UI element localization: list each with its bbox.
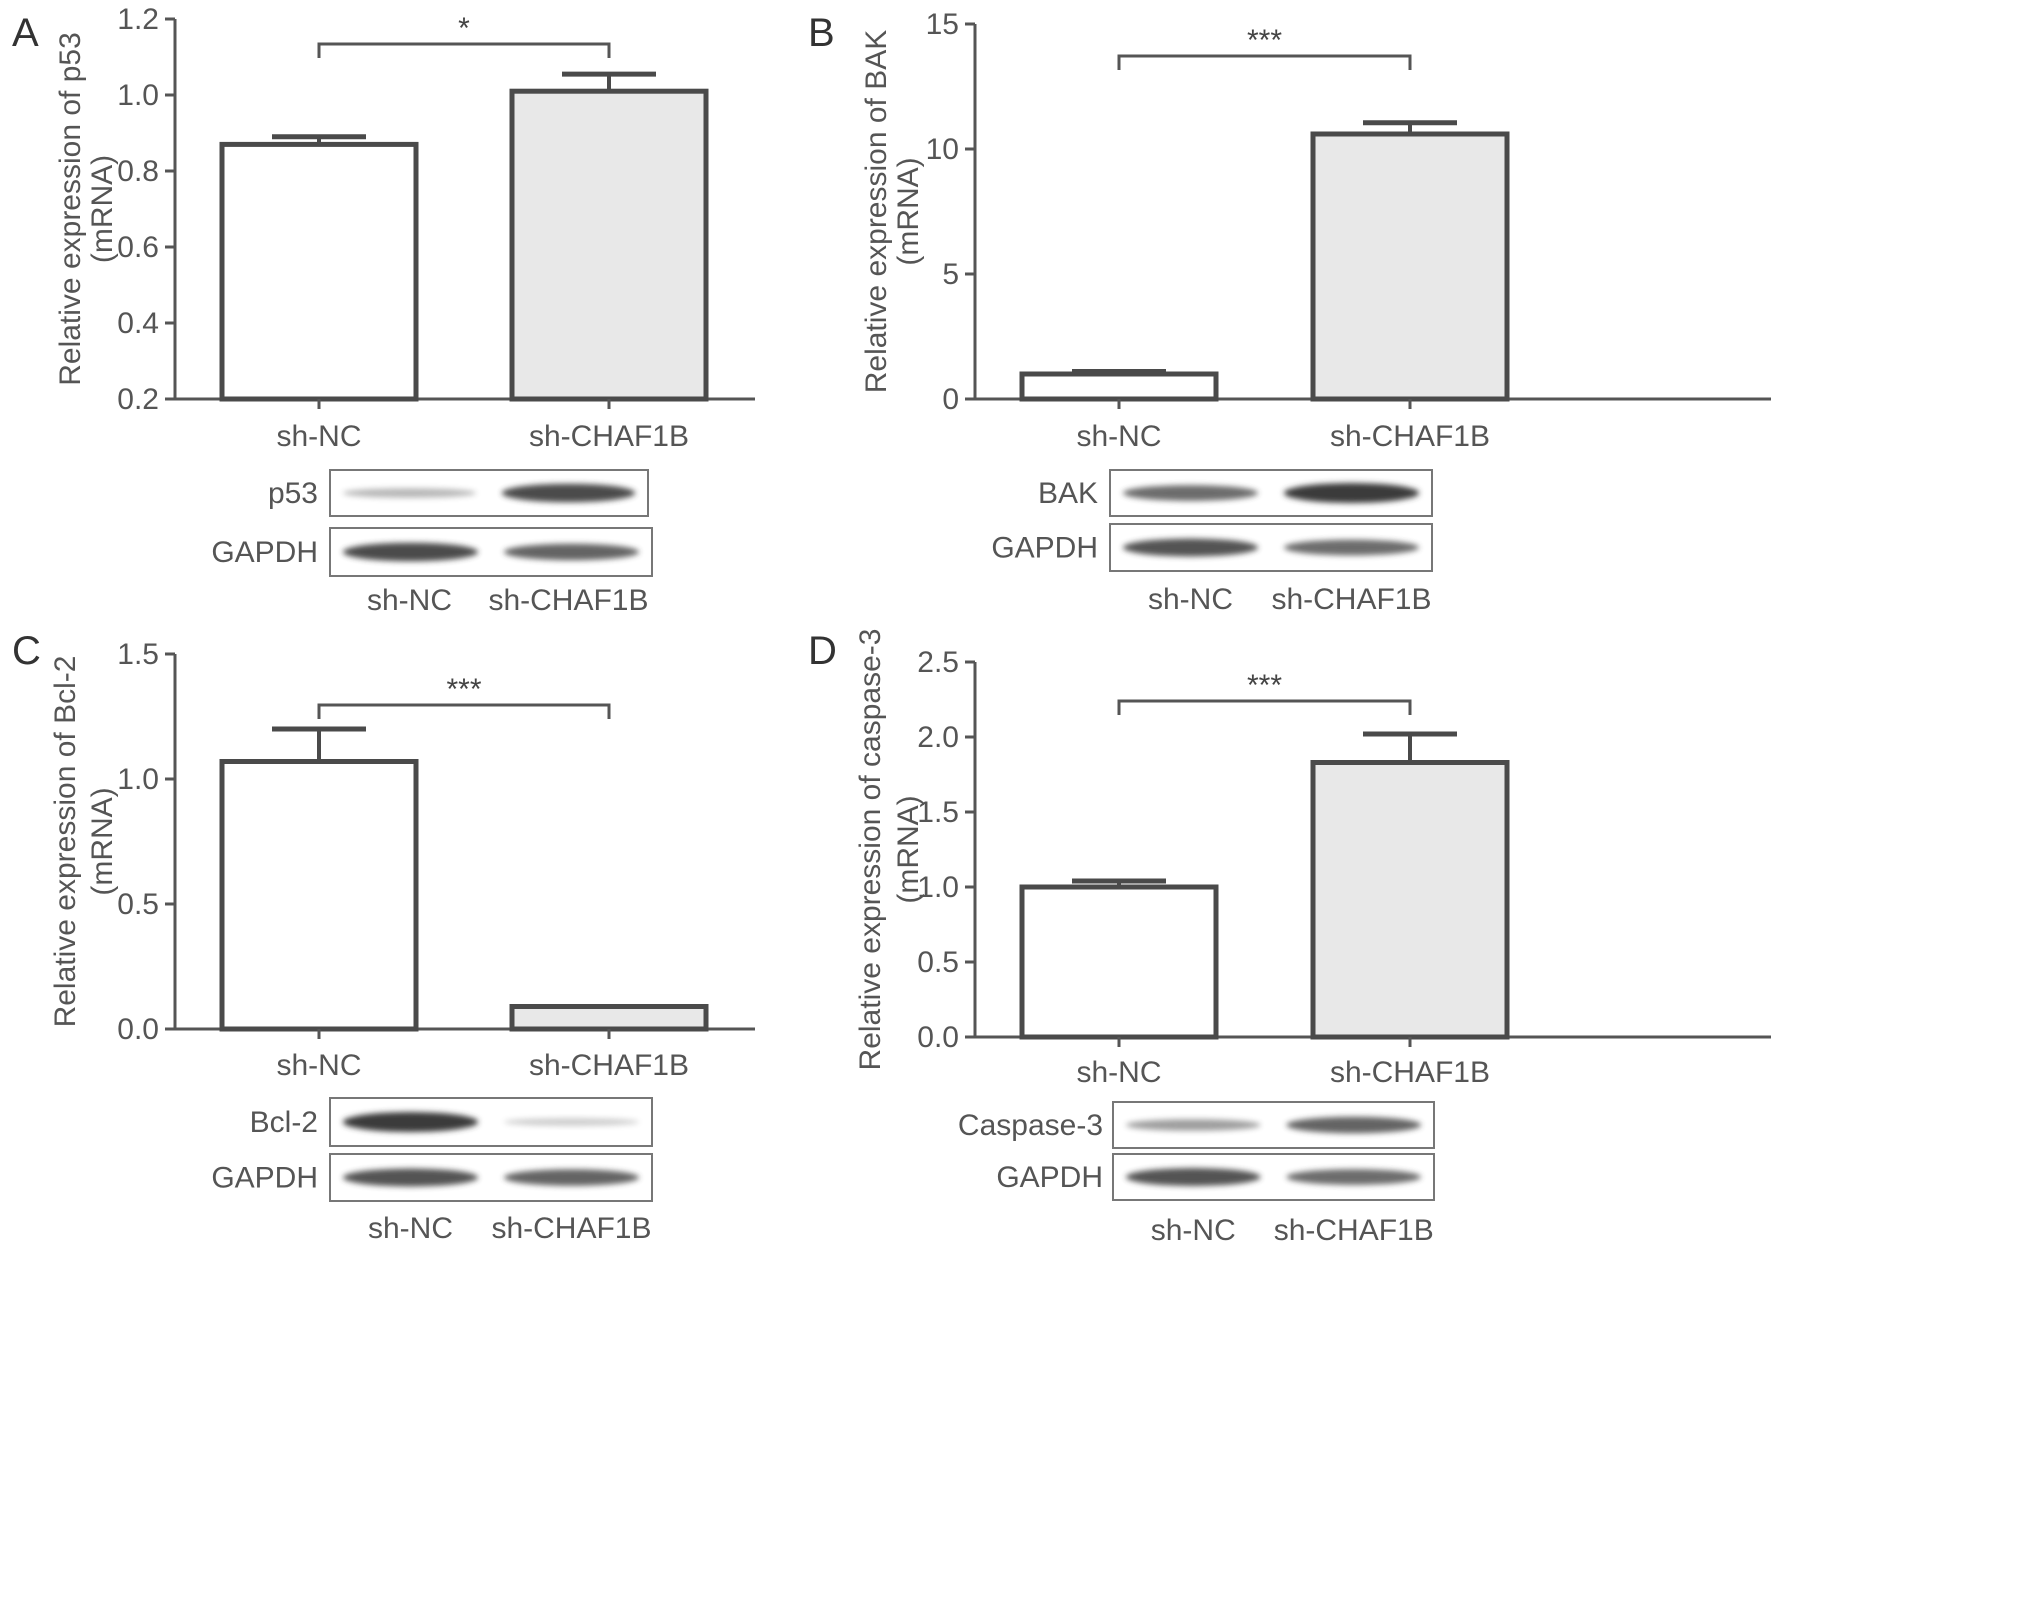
significance-bracket <box>317 703 611 719</box>
blot-band <box>1286 1169 1422 1185</box>
y-tick-label: 0 <box>942 383 959 416</box>
bar-sh-chaf1b <box>1310 760 1510 1040</box>
y-tick-label: 5 <box>942 258 959 291</box>
panel-a: A 0.2 0.4 0.6 0.8 1.0 1.2 Relative expression o… <box>0 0 1016 808</box>
blot-band <box>1125 1119 1261 1131</box>
blot-band <box>503 1169 640 1186</box>
y-tick-label: 10 <box>926 133 959 166</box>
blot-band <box>342 488 477 498</box>
blot-band <box>1283 539 1420 556</box>
blot-band <box>342 1112 479 1132</box>
y-tick-label: 0.2 <box>117 383 159 416</box>
significance-label: *** <box>446 673 481 706</box>
y-tick-label: 2.5 <box>917 646 959 679</box>
y-tick-label: 0.0 <box>917 1021 959 1054</box>
panel-c: C 0.0 0.5 1.0 1.5 Relative expression of Bcl-… <box>0 629 1016 1616</box>
bar-sh-chaf1b <box>1310 131 1510 402</box>
y-tick-label: 1.0 <box>917 871 959 904</box>
blot-band <box>1122 485 1259 501</box>
y-tick-label: 0.8 <box>117 155 159 188</box>
blot-row-label: GAPDH <box>211 1162 318 1195</box>
blot-row-label: GAPDH <box>991 532 1098 565</box>
significance-label: *** <box>1247 669 1282 702</box>
significance-bracket <box>317 42 611 58</box>
panel-letter: C <box>12 629 41 673</box>
y-tick-label: 0.4 <box>117 307 159 340</box>
y-axis-title: Relative expression of BAK <box>860 30 893 394</box>
bar-sh-nc <box>219 759 419 1032</box>
blot-lane-label: sh-CHAF1B <box>491 1212 651 1245</box>
blot-band <box>1125 1168 1261 1186</box>
y-tick-label: 0.0 <box>117 1013 159 1046</box>
panel-letter: A <box>12 11 39 55</box>
blot-row-label: GAPDH <box>211 536 318 569</box>
x-tick-label: sh-NC <box>1076 1056 1161 1089</box>
blot-lane-label: sh-NC <box>367 584 452 617</box>
x-tick-label: sh-CHAF1B <box>529 1049 689 1082</box>
y-tick-label: 15 <box>926 8 959 41</box>
significance-bracket <box>1117 54 1412 70</box>
x-tick-label: sh-CHAF1B <box>1330 420 1490 453</box>
blot-lane-label: sh-CHAF1B <box>488 584 648 617</box>
y-tick-label: 1.5 <box>117 638 159 671</box>
y-tick-label: 1.0 <box>117 763 159 796</box>
significance-bracket <box>1117 699 1412 715</box>
x-tick-label: sh-NC <box>276 1049 361 1082</box>
blot-row-label: Caspase-3 <box>958 1109 1103 1142</box>
y-axis-title: Relative expression of caspase-3 <box>854 629 887 1071</box>
chart-svg: A 0.2 0.4 0.6 0.8 1.0 1.2 Relative expression o… <box>12 3 755 617</box>
x-tick-label: sh-CHAF1B <box>1330 1056 1490 1089</box>
y-axis-unit: (mRNA) <box>86 787 119 895</box>
blot-row-label: Bcl-2 <box>250 1106 318 1139</box>
panel-letter: D <box>808 629 837 673</box>
panel-letter: B <box>808 11 835 55</box>
blot-band <box>1283 483 1420 503</box>
blot-lane-label: sh-CHAF1B <box>1271 583 1431 616</box>
bar-sh-chaf1b <box>509 1004 709 1032</box>
blot-row-label: p53 <box>268 477 318 510</box>
x-tick-label: sh-CHAF1B <box>529 420 689 453</box>
y-axis-unit: (mRNA) <box>86 155 119 263</box>
blot-lane-label: sh-NC <box>1151 1214 1236 1247</box>
blot-band <box>1122 538 1259 557</box>
significance-label: *** <box>1247 24 1282 57</box>
x-tick-label: sh-NC <box>276 420 361 453</box>
chart-svg: D 0.0 0.5 1.0 1.5 2.0 2.5 Relative expression o… <box>808 629 1771 1247</box>
chart-svg: C 0.0 0.5 1.0 1.5 Relative expression of Bcl-… <box>12 629 755 1245</box>
y-tick-label: 0.6 <box>117 231 159 264</box>
blot-band <box>342 542 479 562</box>
y-axis-title: Relative expression of Bcl-2 <box>49 656 82 1028</box>
significance-label: * <box>458 12 470 45</box>
blot-lane-label: sh-NC <box>1148 583 1233 616</box>
bar-sh-nc <box>1019 371 1219 402</box>
blot-band <box>503 1118 640 1126</box>
y-tick-label: 1.2 <box>117 3 159 36</box>
x-tick-label: sh-NC <box>1076 420 1161 453</box>
y-tick-label: 0.5 <box>117 888 159 921</box>
panel-b: B 0 5 10 15 Relative expression of BAK (mRNA) s… <box>808 0 2032 808</box>
blot-band <box>1286 1116 1422 1134</box>
bar-sh-nc <box>1019 884 1219 1040</box>
blot-lane-label: sh-NC <box>368 1212 453 1245</box>
y-axis-unit: (mRNA) <box>892 157 925 265</box>
chart-svg: B 0 5 10 15 Relative expression of BAK (mRNA) s… <box>808 8 1771 616</box>
y-tick-label: 0.5 <box>917 946 959 979</box>
bar-sh-nc <box>219 141 419 402</box>
panel-d: D 0.0 0.5 1.0 1.5 2.0 2.5 Relative expression o… <box>808 629 2032 1616</box>
y-axis-title: Relative expression of p53 <box>54 32 87 386</box>
y-tick-label: 1.0 <box>117 79 159 112</box>
y-tick-label: 2.0 <box>917 721 959 754</box>
blot-band <box>503 543 640 561</box>
blot-row-label: BAK <box>1038 477 1098 510</box>
y-axis-unit: (mRNA) <box>892 795 925 903</box>
blot-lane-label: sh-CHAF1B <box>1274 1214 1434 1247</box>
y-tick-label: 1.5 <box>917 796 959 829</box>
blot-band <box>501 483 636 503</box>
blot-band <box>342 1168 479 1187</box>
bar-sh-chaf1b <box>509 88 709 402</box>
blot-row-label: GAPDH <box>996 1161 1103 1194</box>
